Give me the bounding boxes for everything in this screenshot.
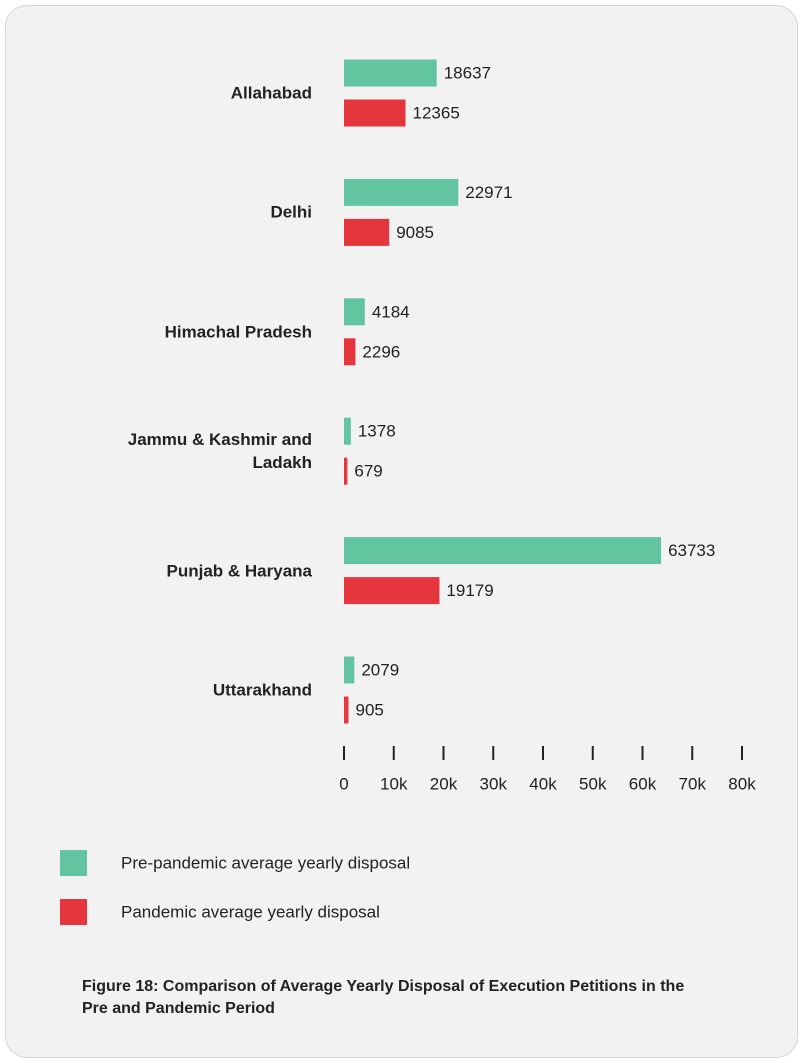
value-label: 905 [356, 700, 384, 719]
x-tick-label: 50k [579, 774, 607, 793]
value-label: 4184 [372, 302, 410, 321]
value-label: 12365 [413, 103, 460, 122]
value-label: 1378 [358, 422, 396, 441]
legend-label: Pre-pandemic average yearly disposal [121, 853, 410, 872]
bar [344, 218, 390, 246]
bar [344, 178, 459, 206]
value-label: 18637 [444, 63, 491, 82]
bar [344, 537, 662, 565]
bar [344, 59, 437, 87]
legend-swatch [60, 850, 87, 876]
legend-label: Pandemic average yearly disposal [121, 902, 380, 921]
chart-title: Figure 18: Comparison of Average Yearly … [82, 978, 685, 1017]
bar [344, 696, 349, 724]
value-label: 19179 [446, 581, 493, 600]
bar [344, 457, 348, 485]
value-label: 2079 [361, 660, 399, 679]
value-label: 9085 [396, 223, 434, 242]
category-label: Uttarakhand [212, 680, 312, 700]
bar [344, 417, 351, 445]
bar [344, 298, 365, 326]
category-label: Jammu & Kashmir and Ladakh [127, 430, 312, 473]
x-tick-label: 80k [728, 774, 756, 793]
value-label: 63733 [668, 541, 715, 560]
bar [344, 338, 356, 366]
category-label: Allahabad [230, 83, 312, 103]
x-tick-label: 20k [430, 774, 458, 793]
value-label: 22971 [465, 183, 512, 202]
legend-swatch [60, 899, 87, 925]
x-tick-label: 0 [339, 774, 348, 793]
value-label: 2296 [362, 342, 400, 361]
x-tick-label: 30k [480, 774, 508, 793]
bar [344, 656, 355, 684]
x-tick-label: 60k [629, 774, 657, 793]
category-label: Punjab & Haryana [166, 561, 313, 581]
value-label: 679 [354, 462, 382, 481]
category-label: Himachal Pradesh [164, 322, 312, 342]
bar [344, 99, 406, 127]
x-tick-label: 40k [529, 774, 557, 793]
x-tick-label: 70k [679, 774, 707, 793]
category-label: Delhi [270, 202, 312, 222]
x-tick-label: 10k [380, 774, 408, 793]
bar [344, 577, 440, 605]
